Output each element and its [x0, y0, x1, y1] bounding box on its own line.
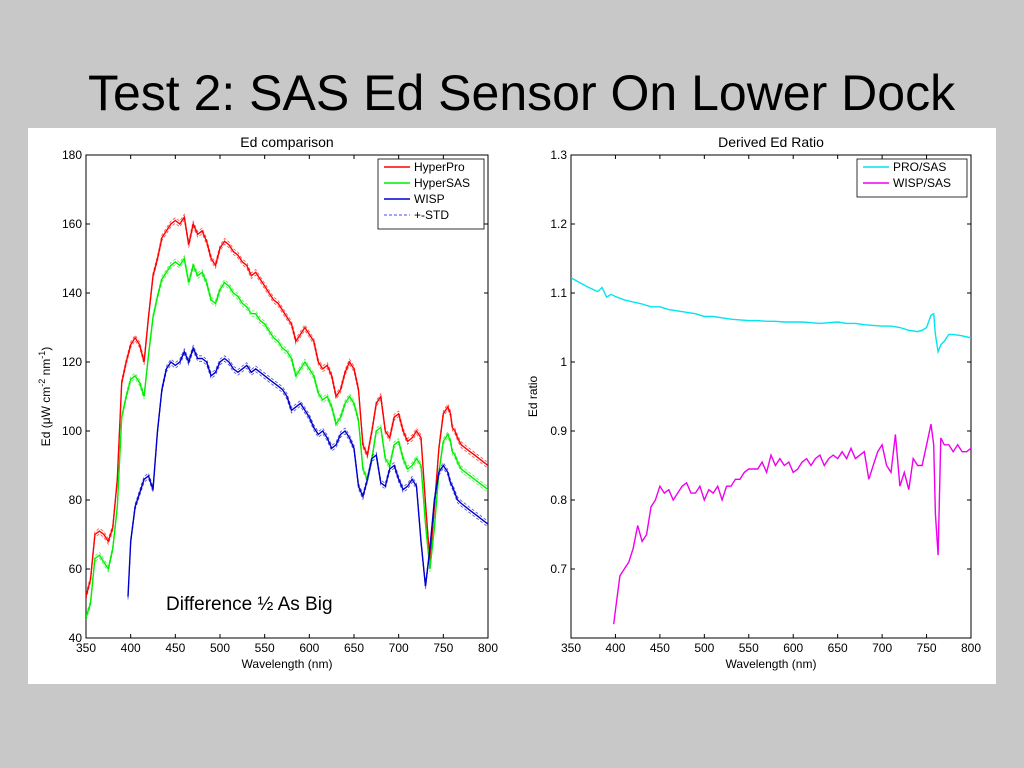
series-line-wisp [127, 346, 488, 597]
y-axis-label-part: nm [39, 359, 53, 379]
y-tick-label: 120 [62, 355, 82, 369]
y-tick-label: 180 [62, 148, 82, 162]
legend-box [377, 158, 485, 230]
axes-box [85, 154, 489, 639]
figure-svg: Ed comparison 350 400 450 500 550 600 650 700 750… [37, 134, 981, 671]
y-axis-label-part: -2 [37, 379, 47, 387]
plot-area [571, 277, 971, 625]
legend-label: HyperPro [414, 160, 465, 174]
y-tick-label: 1.2 [550, 217, 567, 231]
series-line-hypersas [86, 256, 488, 618]
x-tick-label: 650 [344, 641, 364, 655]
x-tick-label: 750 [917, 641, 937, 655]
chart-title: Ed comparison [240, 134, 333, 150]
ed-comparison-chart: Ed comparison 350 400 450 500 550 600 650 700 750… [37, 134, 498, 671]
x-tick-label: 550 [739, 641, 759, 655]
legend: HyperPro HyperSAS WISP +-STD [377, 158, 485, 230]
y-tick-label: 1.3 [550, 148, 567, 162]
x-tick-label: 800 [961, 641, 981, 655]
legend-label: +-STD [414, 208, 449, 222]
x-tick-label: 600 [783, 641, 803, 655]
y-tick-label: 0.9 [550, 424, 567, 438]
annotation-text: Difference ½ As Big [166, 594, 333, 615]
y-tick-label: 1 [560, 355, 567, 369]
y-axis-label: Ed ratio [526, 375, 540, 417]
legend: PRO/SAS WISP/SAS [856, 158, 968, 198]
legend-label: WISP [414, 192, 445, 206]
x-tick-label: 600 [299, 641, 319, 655]
x-tick-label: 550 [255, 641, 275, 655]
y-tick-label: 40 [69, 631, 83, 645]
x-tick-label: 500 [210, 641, 230, 655]
legend-label: HyperSAS [414, 176, 470, 190]
x-axis-label: Wavelength (nm) [242, 657, 333, 671]
y-tick-label: 80 [69, 493, 83, 507]
legend-box [856, 158, 968, 198]
ed-ratio-chart: Derived Ed Ratio 350 400 450 500 550 600 650 700… [526, 134, 981, 671]
x-tick-label: 350 [561, 641, 581, 655]
x-tick-label: 450 [650, 641, 670, 655]
y-axis-label-part: W cm [39, 387, 53, 418]
slide-title: Test 2: SAS Ed Sensor On Lower Dock [88, 65, 956, 121]
y-tick-label: 100 [62, 424, 82, 438]
x-axis-label: Wavelength (nm) [726, 657, 817, 671]
legend-label: PRO/SAS [893, 160, 946, 174]
y-axis-label-part: Ed ( [39, 424, 53, 446]
legend-label: WISP/SAS [893, 176, 951, 190]
x-tick-label: 400 [121, 641, 141, 655]
x-tick-label: 700 [389, 641, 409, 655]
x-tick-label: 700 [872, 641, 892, 655]
series-line-hyperpro [86, 215, 488, 597]
y-axis-label: Ed (μW cm-2 nm-1) [37, 347, 53, 447]
plot-area [86, 213, 488, 621]
std-line [86, 254, 488, 615]
figure-panel: Ed comparison 350 400 450 500 550 600 650 700 750… [28, 128, 996, 684]
x-tick-label: 400 [605, 641, 625, 655]
x-tick-label: 800 [478, 641, 498, 655]
chart-title: Derived Ed Ratio [718, 134, 824, 150]
y-axis-label-part: -1 [37, 351, 47, 359]
y-tick-label: 60 [69, 562, 83, 576]
series-line-wisp-sas [613, 423, 971, 625]
y-axis-label-part: μ [39, 417, 53, 424]
std-line [127, 349, 488, 600]
std-line [86, 213, 488, 594]
y-tick-label: 0.8 [550, 493, 567, 507]
x-tick-label: 500 [694, 641, 714, 655]
x-tick-label: 450 [165, 641, 185, 655]
x-tick-label: 750 [433, 641, 453, 655]
y-tick-label: 1.1 [550, 286, 567, 300]
y-axis-label-part: ) [39, 347, 53, 351]
y-tick-label: 0.7 [550, 562, 567, 576]
y-tick-label: 160 [62, 217, 82, 231]
y-tick-label: 140 [62, 286, 82, 300]
std-line [127, 344, 488, 594]
axes-box [570, 154, 972, 639]
series-line-pro-sas [571, 277, 971, 355]
x-tick-label: 350 [76, 641, 96, 655]
x-tick-label: 650 [828, 641, 848, 655]
